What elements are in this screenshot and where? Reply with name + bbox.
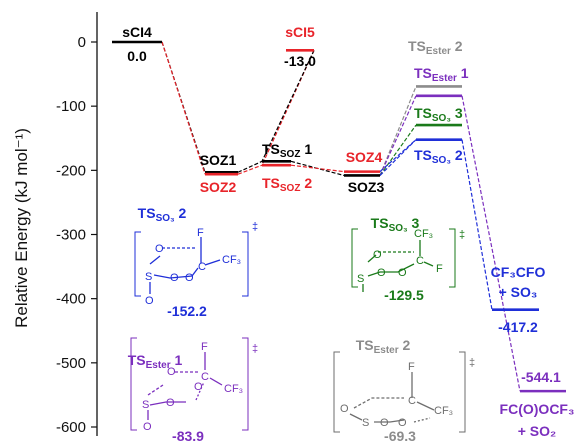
svg-text:C: C (201, 371, 209, 383)
svg-text:TSEster 2: TSEster 2 (356, 337, 411, 356)
connector-tsester1-fcoocf3 (461, 95, 521, 392)
connector-soz2-tssoz2 (237, 164, 263, 175)
svg-text:CF₃: CF₃ (224, 383, 243, 395)
structure-ts-so3-2: TSSO₃ 2 ‡ F CF₃ O O O S O C -152.2 (134, 205, 258, 319)
connector-soz3-tsester2 (379, 86, 417, 176)
connector-tsso3_2-cf3cfo (461, 139, 493, 310)
svg-text:C: C (408, 395, 416, 407)
y-tick-label: -200 (56, 162, 86, 179)
svg-text:O: O (145, 295, 154, 307)
label-sci5: sCI5 (285, 24, 315, 40)
svg-text:TSEster 1: TSEster 1 (128, 352, 183, 371)
label-ts-soz-1: TSSOZ 1 (262, 141, 312, 160)
label-soz2: SOZ2 (200, 179, 237, 195)
svg-text:O: O (398, 267, 407, 279)
label-soz1: SOZ1 (200, 152, 237, 168)
label-fcoocf3: FC(O)OCF₃ (500, 401, 575, 417)
structure-ts-ester-2: TSEster 2 ‡ F O S O O C CF₃ -69.3 (333, 337, 475, 441)
svg-text:O: O (398, 417, 407, 429)
svg-text:O: O (155, 243, 164, 255)
value-cf3cfo: -417.2 (498, 319, 538, 335)
connector-tssoz2-soz4 (290, 164, 345, 173)
y-tick-label: 0 (78, 34, 86, 51)
label-ts-so3-2: TSSO₃ 2 (414, 147, 463, 166)
svg-text:C: C (416, 255, 424, 267)
connector-soz4-tsso3_2 (379, 139, 417, 173)
svg-text:O: O (167, 366, 176, 378)
svg-text:TSSO₃ 3: TSSO₃ 3 (371, 215, 420, 234)
svg-text:S: S (357, 273, 364, 285)
label-plus-so3: + SO₃ (499, 284, 538, 300)
svg-text:F: F (201, 341, 208, 353)
connector-soz3-tsso3_3 (379, 124, 417, 176)
label-ts-soz-2: TSSOZ 2 (262, 175, 312, 194)
svg-text:-129.5: -129.5 (384, 287, 424, 303)
y-tick-label: -600 (56, 419, 86, 436)
svg-text:F: F (197, 227, 204, 239)
structure-ts-ester-1: TSEster 1 ‡ F O CF₃ O S O O C -83.9 (128, 337, 258, 441)
label-soz3: SOZ3 (348, 179, 385, 195)
connector-soz1-tssoz1 (237, 160, 263, 173)
svg-text:‡: ‡ (469, 357, 475, 369)
svg-text:O: O (166, 397, 175, 409)
svg-text:F: F (436, 263, 443, 275)
svg-text:C: C (198, 261, 206, 273)
connector-sci5-tssoz1 (261, 50, 315, 162)
label-soz4: SOZ4 (346, 149, 383, 165)
svg-text:O: O (143, 421, 152, 433)
svg-text:O: O (340, 403, 349, 415)
value-fcoocf3: -544.1 (521, 369, 561, 385)
y-tick-label: -300 (56, 227, 86, 244)
svg-text:‡: ‡ (252, 343, 258, 355)
y-tick-label: -100 (56, 98, 86, 115)
connector-soz3-tsso3_2 (379, 139, 417, 176)
svg-text:‡: ‡ (252, 221, 258, 233)
label-sci4: sCI4 (122, 24, 152, 40)
label-ts-so3-3: TSSO₃ 3 (414, 105, 463, 124)
svg-text:-69.3: -69.3 (384, 428, 416, 441)
svg-text:S: S (142, 399, 149, 411)
svg-text:CF₃: CF₃ (222, 254, 241, 266)
svg-text:CF₃: CF₃ (434, 405, 453, 417)
svg-text:O: O (185, 272, 194, 284)
label-plus-so2: + SO₂ (518, 423, 557, 439)
svg-text:S: S (362, 417, 369, 429)
y-axis-label: Relative Energy (kJ mol⁻¹) (12, 128, 31, 328)
y-tick-label: -500 (56, 355, 86, 372)
svg-text:-83.9: -83.9 (172, 428, 204, 441)
label-ts-ester-1: TSEster 1 (414, 65, 469, 84)
structure-ts-so3-3: TSSO₃ 3 ‡ CF₃ O F S O O C -129.5 (351, 215, 465, 303)
svg-text:S: S (145, 271, 152, 283)
label-cf3cfo: CF₃CFO (491, 264, 546, 280)
svg-text:‡: ‡ (459, 229, 465, 241)
connector-soz3-tsester1 (379, 95, 417, 176)
svg-text:O: O (377, 267, 386, 279)
svg-text:O: O (373, 249, 382, 261)
svg-text:TSSO₃ 2: TSSO₃ 2 (138, 205, 187, 224)
svg-text:O: O (380, 417, 389, 429)
value-sci4: 0.0 (127, 48, 147, 64)
y-tick-label: -400 (56, 291, 86, 308)
connector-sci4-soz2 (161, 41, 206, 175)
label-ts-ester-2: TSEster 2 (408, 38, 463, 57)
svg-text:O: O (170, 272, 179, 284)
value-sci5: -13.0 (284, 53, 316, 69)
svg-text:CF₃: CF₃ (414, 228, 433, 240)
svg-text:O: O (194, 381, 203, 393)
svg-text:-152.2: -152.2 (167, 303, 207, 319)
svg-text:F: F (408, 361, 415, 373)
